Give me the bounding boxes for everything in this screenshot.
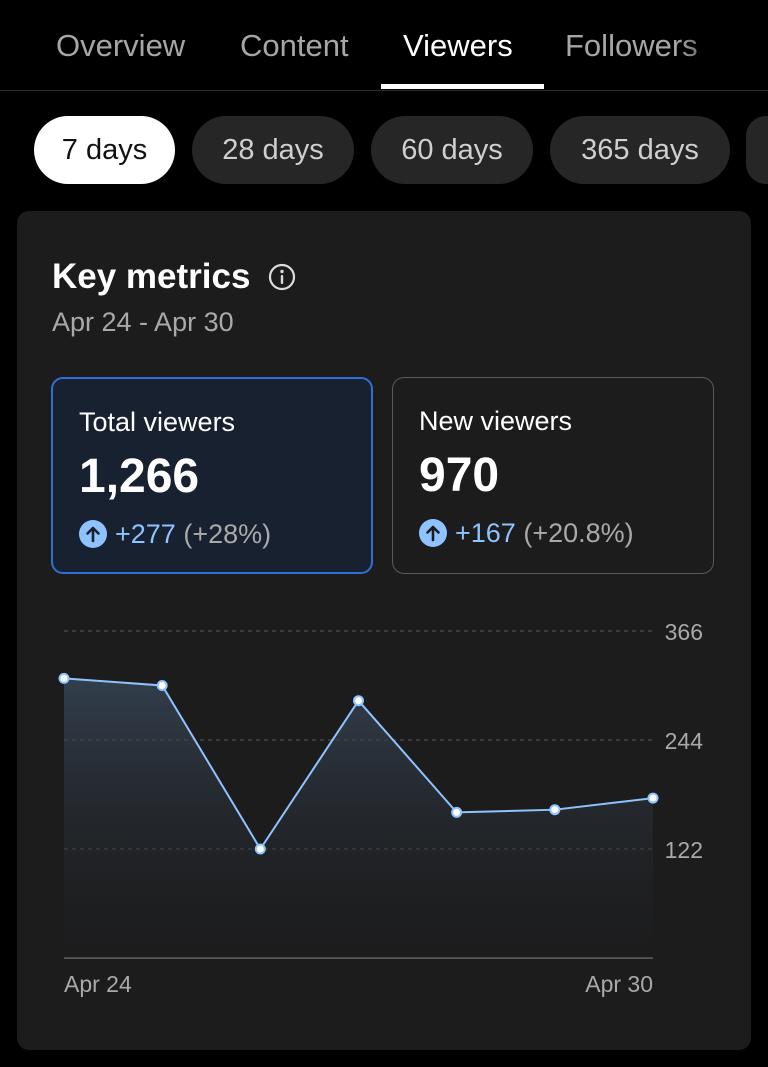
arrow-up-icon: [79, 520, 107, 548]
active-tab-indicator: [381, 84, 544, 89]
range-selector: 7 days 28 days 60 days 365 days: [0, 116, 768, 186]
metric-change: +277 (+28%): [79, 519, 271, 550]
data-point: [451, 806, 463, 818]
metric-label: Total viewers: [79, 407, 236, 437]
arrow-up-icon: [419, 519, 447, 547]
range-28-days[interactable]: 28 days: [192, 116, 354, 184]
x-tick-label: Apr 24: [64, 971, 132, 997]
metric-percent: (+28%): [183, 519, 272, 549]
viewers-area-chart: 122 244 366 Apr 24 Apr 30: [58, 619, 704, 997]
range-60-days[interactable]: 60 days: [371, 116, 533, 184]
metric-change: +167 (+20.8%): [419, 518, 634, 549]
date-range: Apr 24 - Apr 30: [52, 307, 234, 337]
y-tick-label: 366: [665, 619, 703, 645]
metric-label: New viewers: [419, 406, 573, 436]
metric-new-viewers[interactable]: New viewers 970 +167 (+20.8%): [392, 377, 714, 574]
tab-bar: Overview Content Viewers Followers L: [0, 0, 768, 91]
tab-followers[interactable]: Followers: [565, 28, 698, 63]
data-point: [58, 672, 70, 684]
data-point: [353, 695, 364, 707]
metric-delta: +277: [115, 519, 176, 549]
range-more-partial[interactable]: [746, 116, 768, 184]
data-point: [156, 680, 168, 691]
tab-overview[interactable]: Overview: [56, 28, 186, 63]
x-tick-label: Apr 30: [585, 971, 653, 997]
card-title: Key metrics: [52, 257, 251, 296]
metric-value: 1,266: [79, 450, 200, 503]
range-7-days[interactable]: 7 days: [34, 116, 175, 184]
data-point: [254, 843, 266, 855]
key-metrics-card: Key metrics Apr 24 - Apr 30 Total viewer…: [17, 211, 751, 1050]
tab-content[interactable]: Content: [240, 28, 349, 63]
area-fill: [64, 678, 653, 958]
y-tick-label: 244: [665, 728, 704, 754]
y-tick-label: 122: [665, 837, 703, 863]
metric-value: 970: [419, 449, 500, 502]
tabs-fade: [678, 0, 768, 90]
data-point: [647, 792, 659, 804]
metric-delta: +167: [455, 518, 516, 548]
range-365-days[interactable]: 365 days: [550, 116, 730, 184]
data-point: [549, 804, 561, 816]
metric-percent: (+20.8%): [523, 518, 634, 548]
metric-total-viewers[interactable]: Total viewers 1,266 +277 (+28%): [51, 377, 373, 574]
tab-viewers[interactable]: Viewers: [403, 28, 513, 63]
info-icon[interactable]: [268, 263, 296, 291]
